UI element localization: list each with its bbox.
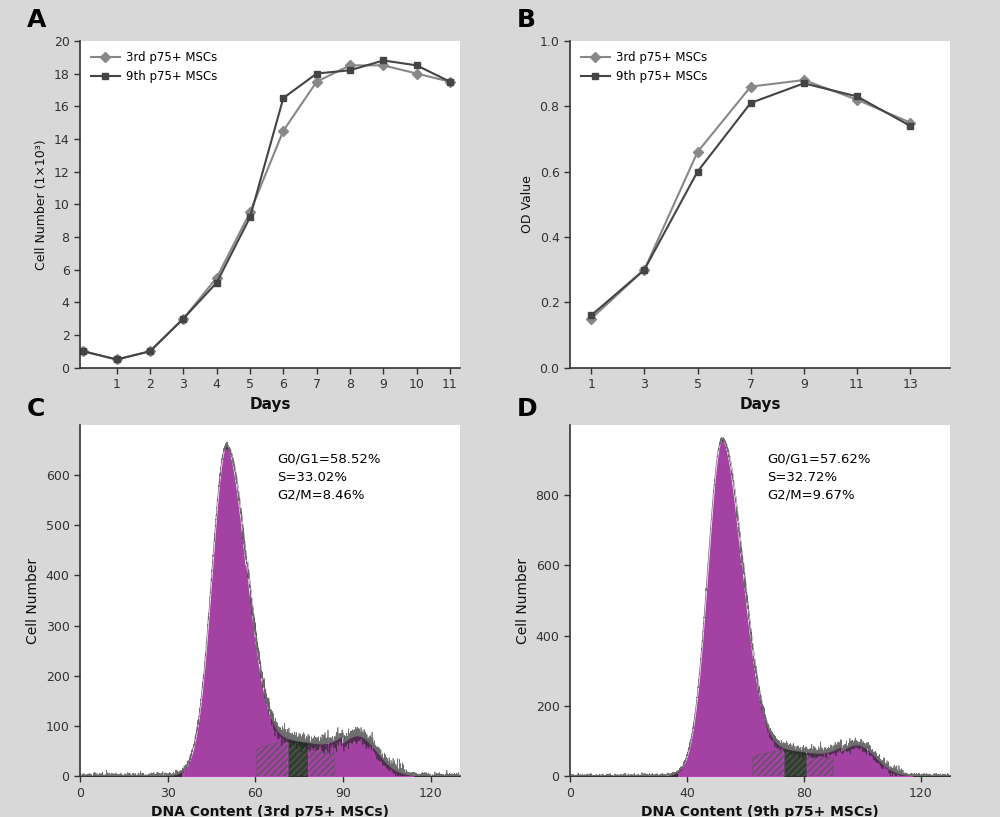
Y-axis label: OD Value: OD Value bbox=[521, 176, 534, 233]
9th p75+ MSCs bbox=[144, 346, 156, 356]
X-axis label: Days: Days bbox=[249, 396, 291, 412]
9th p75+ MSCs bbox=[904, 121, 916, 131]
Text: A: A bbox=[27, 8, 46, 32]
9th p75+ MSCs bbox=[411, 60, 423, 70]
3rd p75+ MSCs bbox=[444, 77, 456, 87]
3rd p75+ MSCs bbox=[177, 314, 189, 324]
9th p75+ MSCs bbox=[444, 77, 456, 87]
X-axis label: DNA Content (9th p75+ MSCs): DNA Content (9th p75+ MSCs) bbox=[641, 805, 879, 817]
Text: B: B bbox=[517, 8, 536, 32]
9th p75+ MSCs bbox=[77, 346, 89, 356]
3rd p75+ MSCs bbox=[851, 95, 863, 105]
X-axis label: Days: Days bbox=[739, 396, 781, 412]
X-axis label: DNA Content (3rd p75+ MSCs): DNA Content (3rd p75+ MSCs) bbox=[151, 805, 389, 817]
3rd p75+ MSCs bbox=[904, 118, 916, 127]
3rd p75+ MSCs bbox=[377, 60, 389, 70]
3rd p75+ MSCs bbox=[211, 273, 223, 283]
9th p75+ MSCs bbox=[244, 212, 256, 222]
Text: C: C bbox=[27, 397, 45, 421]
9th p75+ MSCs bbox=[585, 310, 597, 320]
Legend: 3rd p75+ MSCs, 9th p75+ MSCs: 3rd p75+ MSCs, 9th p75+ MSCs bbox=[86, 47, 222, 88]
3rd p75+ MSCs bbox=[745, 82, 757, 92]
9th p75+ MSCs bbox=[344, 65, 356, 75]
9th p75+ MSCs bbox=[692, 167, 704, 176]
9th p75+ MSCs bbox=[798, 78, 810, 88]
9th p75+ MSCs bbox=[177, 314, 189, 324]
3rd p75+ MSCs bbox=[344, 60, 356, 70]
3rd p75+ MSCs bbox=[77, 346, 89, 356]
9th p75+ MSCs bbox=[377, 56, 389, 65]
3rd p75+ MSCs bbox=[585, 314, 597, 324]
3rd p75+ MSCs bbox=[638, 265, 650, 275]
3rd p75+ MSCs bbox=[144, 346, 156, 356]
9th p75+ MSCs bbox=[851, 92, 863, 101]
Text: G0/G1=57.62%
S=32.72%
G2/M=9.67%: G0/G1=57.62% S=32.72% G2/M=9.67% bbox=[768, 453, 871, 502]
Text: D: D bbox=[517, 397, 537, 421]
Legend: 3rd p75+ MSCs, 9th p75+ MSCs: 3rd p75+ MSCs, 9th p75+ MSCs bbox=[576, 47, 712, 88]
9th p75+ MSCs bbox=[277, 93, 289, 103]
Line: 9th p75+ MSCs: 9th p75+ MSCs bbox=[80, 57, 453, 363]
3rd p75+ MSCs bbox=[244, 208, 256, 217]
Line: 3rd p75+ MSCs: 3rd p75+ MSCs bbox=[80, 62, 453, 363]
3rd p75+ MSCs bbox=[311, 77, 323, 87]
3rd p75+ MSCs bbox=[277, 126, 289, 136]
Y-axis label: Cell Number: Cell Number bbox=[516, 557, 530, 644]
3rd p75+ MSCs bbox=[111, 355, 123, 364]
9th p75+ MSCs bbox=[111, 355, 123, 364]
9th p75+ MSCs bbox=[311, 69, 323, 78]
9th p75+ MSCs bbox=[638, 265, 650, 275]
Y-axis label: Cell Number: Cell Number bbox=[26, 557, 40, 644]
3rd p75+ MSCs bbox=[692, 147, 704, 157]
3rd p75+ MSCs bbox=[411, 69, 423, 78]
3rd p75+ MSCs bbox=[798, 75, 810, 85]
Line: 9th p75+ MSCs: 9th p75+ MSCs bbox=[588, 80, 914, 319]
Text: G0/G1=58.52%
S=33.02%
G2/M=8.46%: G0/G1=58.52% S=33.02% G2/M=8.46% bbox=[278, 453, 381, 502]
9th p75+ MSCs bbox=[745, 98, 757, 108]
Y-axis label: Cell Number (1×10³): Cell Number (1×10³) bbox=[35, 139, 48, 270]
Line: 3rd p75+ MSCs: 3rd p75+ MSCs bbox=[588, 77, 914, 322]
9th p75+ MSCs bbox=[211, 278, 223, 288]
